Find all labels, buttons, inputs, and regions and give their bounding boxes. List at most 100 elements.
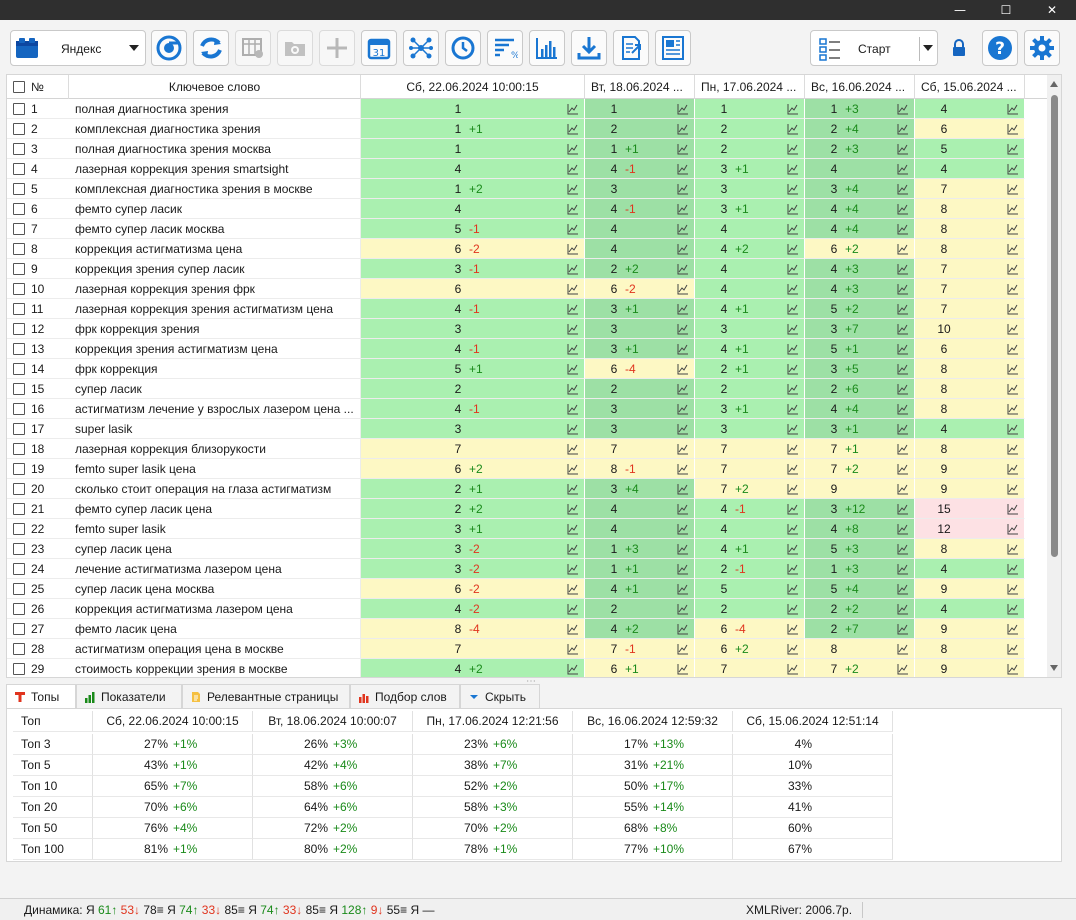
table-row[interactable]: 4 лазерная коррекция зрения smartsight 4 4-… xyxy=(7,159,1047,179)
trend-chart-icon[interactable] xyxy=(897,423,909,435)
position-cell[interactable]: 8 xyxy=(805,639,915,659)
trend-chart-icon[interactable] xyxy=(897,603,909,615)
table-row[interactable]: 19 femto super lasik цена 6 +2 8 -1 7 7 +2 9 xyxy=(7,459,1047,479)
trend-chart-icon[interactable] xyxy=(787,563,799,575)
position-cell[interactable]: 3 +12 xyxy=(805,499,915,519)
trend-chart-icon[interactable] xyxy=(677,143,689,155)
row-checkbox[interactable] xyxy=(13,503,25,515)
row-checkbox[interactable] xyxy=(13,183,25,195)
trend-chart-icon[interactable] xyxy=(1007,623,1019,635)
trend-chart-icon[interactable] xyxy=(677,163,689,175)
trend-chart-icon[interactable] xyxy=(1007,563,1019,575)
position-cell[interactable]: 2 xyxy=(695,599,805,619)
scroll-thumb[interactable] xyxy=(1051,95,1058,557)
position-cell[interactable]: 1 +2 xyxy=(361,179,585,199)
position-cell[interactable]: 9 xyxy=(805,479,915,499)
trend-chart-icon[interactable] xyxy=(1007,323,1019,335)
trend-chart-icon[interactable] xyxy=(787,183,799,195)
trend-chart-icon[interactable] xyxy=(787,283,799,295)
table-row[interactable]: 10 лазерная коррекция зрения фрк 6 6 -2 4 4 +3 7 xyxy=(7,279,1047,299)
trend-chart-icon[interactable] xyxy=(897,643,909,655)
trend-chart-icon[interactable] xyxy=(787,263,799,275)
trend-chart-icon[interactable] xyxy=(1007,383,1019,395)
trend-chart-icon[interactable] xyxy=(787,203,799,215)
trend-chart-icon[interactable] xyxy=(567,563,579,575)
trend-chart-icon[interactable] xyxy=(787,663,799,675)
position-cell[interactable]: 6 +2 xyxy=(695,639,805,659)
trend-chart-icon[interactable] xyxy=(567,163,579,175)
trend-chart-icon[interactable] xyxy=(567,123,579,135)
trend-chart-icon[interactable] xyxy=(567,603,579,615)
trend-chart-icon[interactable] xyxy=(677,363,689,375)
project-settings-button[interactable] xyxy=(277,30,313,66)
trend-chart-icon[interactable] xyxy=(1007,363,1019,375)
download-button[interactable] xyxy=(571,30,607,66)
position-cell[interactable]: 4 -1 xyxy=(585,159,695,179)
position-cell[interactable]: 2 xyxy=(361,379,585,399)
trend-chart-icon[interactable] xyxy=(677,243,689,255)
header-num[interactable]: № xyxy=(7,75,69,99)
position-cell[interactable]: 6 -2 xyxy=(585,279,695,299)
trend-chart-icon[interactable] xyxy=(677,443,689,455)
trend-chart-icon[interactable] xyxy=(1007,503,1019,515)
trend-chart-icon[interactable] xyxy=(567,103,579,115)
trend-chart-icon[interactable] xyxy=(897,463,909,475)
position-cell[interactable]: 7 xyxy=(361,439,585,459)
trend-chart-icon[interactable] xyxy=(567,623,579,635)
table-row[interactable]: 5 комплексная диагностика зрения в москве… xyxy=(7,179,1047,199)
table-row[interactable]: 11 лазерная коррекция зрения астигматизм … xyxy=(7,299,1047,319)
trend-chart-icon[interactable] xyxy=(897,483,909,495)
trend-chart-icon[interactable] xyxy=(787,583,799,595)
trend-chart-icon[interactable] xyxy=(677,603,689,615)
position-cell[interactable]: 4 xyxy=(805,159,915,179)
row-checkbox[interactable] xyxy=(13,663,25,675)
position-cell[interactable]: 3 xyxy=(585,179,695,199)
position-cell[interactable]: 4 -1 xyxy=(361,399,585,419)
table-row[interactable]: 7 фемто супер ласик москва 5 -1 4 4 4 +4 8 xyxy=(7,219,1047,239)
position-cell[interactable]: 3 +1 xyxy=(585,299,695,319)
trend-chart-icon[interactable] xyxy=(787,423,799,435)
position-cell[interactable]: 8 xyxy=(915,439,1025,459)
trend-chart-icon[interactable] xyxy=(787,163,799,175)
position-cell[interactable]: 1 xyxy=(361,139,585,159)
table-row[interactable]: 25 супер ласик цена москва 6 -2 4 +1 5 5 +4 9 xyxy=(7,579,1047,599)
trend-chart-icon[interactable] xyxy=(787,323,799,335)
position-cell[interactable]: 4 xyxy=(915,559,1025,579)
position-cell[interactable]: 8 xyxy=(915,539,1025,559)
trend-chart-icon[interactable] xyxy=(567,263,579,275)
row-checkbox[interactable] xyxy=(13,343,25,355)
calendar-button[interactable]: 31 xyxy=(361,30,397,66)
trend-chart-icon[interactable] xyxy=(1007,343,1019,355)
position-cell[interactable]: 2 +3 xyxy=(805,139,915,159)
trend-chart-icon[interactable] xyxy=(567,443,579,455)
position-cell[interactable]: 3 xyxy=(361,319,585,339)
trend-chart-icon[interactable] xyxy=(567,143,579,155)
position-cell[interactable]: 2 +1 xyxy=(361,479,585,499)
header-date-4[interactable]: Вс, 16.06.2024 ... xyxy=(805,75,915,99)
row-checkbox[interactable] xyxy=(13,303,25,315)
position-cell[interactable]: 4 xyxy=(915,419,1025,439)
trend-chart-icon[interactable] xyxy=(1007,603,1019,615)
trend-chart-icon[interactable] xyxy=(787,303,799,315)
position-cell[interactable]: 2 +7 xyxy=(805,619,915,639)
position-cell[interactable]: 2 xyxy=(585,119,695,139)
position-cell[interactable]: 1 xyxy=(361,99,585,119)
trend-chart-icon[interactable] xyxy=(787,383,799,395)
trend-chart-icon[interactable] xyxy=(677,183,689,195)
row-checkbox[interactable] xyxy=(13,383,25,395)
trend-chart-icon[interactable] xyxy=(787,543,799,555)
position-cell[interactable]: 3 +5 xyxy=(805,359,915,379)
position-cell[interactable]: 8 xyxy=(915,199,1025,219)
position-cell[interactable]: 4 xyxy=(695,219,805,239)
trend-chart-icon[interactable] xyxy=(1007,283,1019,295)
trend-chart-icon[interactable] xyxy=(1007,123,1019,135)
position-cell[interactable]: 7 -1 xyxy=(585,639,695,659)
position-cell[interactable]: 7 +2 xyxy=(805,459,915,479)
position-cell[interactable]: 7 xyxy=(585,439,695,459)
position-cell[interactable]: 5 xyxy=(915,139,1025,159)
position-cell[interactable]: 2 xyxy=(695,379,805,399)
row-checkbox[interactable] xyxy=(13,163,25,175)
position-cell[interactable]: 10 xyxy=(915,319,1025,339)
position-cell[interactable]: 7 +2 xyxy=(695,479,805,499)
trend-chart-icon[interactable] xyxy=(1007,663,1019,675)
